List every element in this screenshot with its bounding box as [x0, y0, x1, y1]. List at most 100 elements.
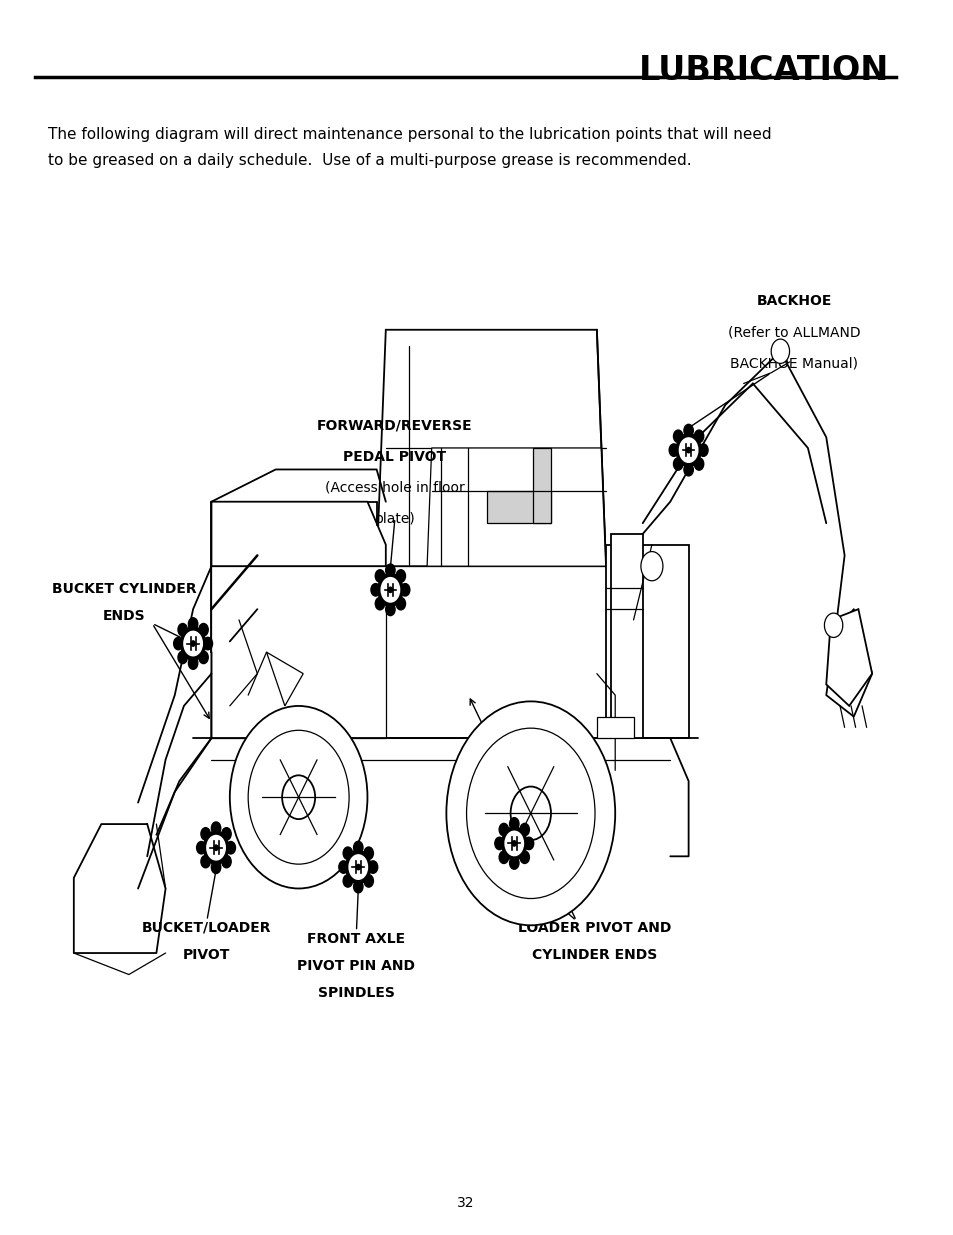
Polygon shape: [605, 545, 688, 739]
Circle shape: [371, 584, 380, 597]
Circle shape: [519, 824, 529, 836]
Polygon shape: [212, 566, 633, 739]
Circle shape: [198, 651, 208, 663]
Circle shape: [213, 845, 218, 851]
Circle shape: [683, 463, 693, 475]
Circle shape: [694, 430, 703, 442]
Circle shape: [510, 787, 551, 840]
Polygon shape: [212, 501, 376, 652]
Circle shape: [683, 425, 693, 437]
Circle shape: [524, 837, 533, 850]
Circle shape: [180, 627, 206, 661]
Polygon shape: [376, 330, 605, 566]
Circle shape: [364, 874, 373, 887]
Polygon shape: [212, 566, 385, 739]
Circle shape: [512, 841, 516, 846]
Circle shape: [673, 430, 682, 442]
Circle shape: [178, 624, 187, 636]
Circle shape: [230, 706, 367, 888]
Circle shape: [676, 433, 700, 467]
Circle shape: [364, 847, 373, 860]
Polygon shape: [266, 652, 303, 706]
Text: ENDS: ENDS: [103, 609, 146, 624]
Circle shape: [509, 818, 518, 830]
Circle shape: [686, 447, 690, 453]
Circle shape: [248, 730, 349, 864]
Text: plate): plate): [375, 511, 415, 526]
Circle shape: [395, 569, 405, 582]
Text: FRONT AXLE: FRONT AXLE: [307, 931, 405, 946]
Circle shape: [178, 651, 187, 663]
Circle shape: [395, 598, 405, 610]
Polygon shape: [532, 448, 551, 524]
Circle shape: [509, 857, 518, 869]
Circle shape: [498, 824, 508, 836]
Text: BUCKET/LOADER: BUCKET/LOADER: [142, 921, 272, 935]
Circle shape: [191, 641, 195, 646]
Text: FORWARD/REVERSE: FORWARD/REVERSE: [316, 419, 473, 433]
Circle shape: [355, 864, 360, 869]
Circle shape: [640, 552, 662, 580]
Circle shape: [375, 598, 384, 610]
Text: PEDAL PIVOT: PEDAL PIVOT: [343, 450, 446, 464]
Polygon shape: [427, 448, 605, 566]
Circle shape: [375, 569, 384, 582]
Text: BACKHOE: BACKHOE: [756, 294, 831, 309]
Circle shape: [501, 826, 526, 860]
Circle shape: [385, 603, 395, 615]
Text: The following diagram will direct maintenance personal to the lubrication points: The following diagram will direct mainte…: [49, 127, 771, 142]
Circle shape: [694, 458, 703, 471]
Text: SPINDLES: SPINDLES: [317, 986, 395, 1000]
Circle shape: [466, 729, 595, 899]
Text: BUCKET CYLINDER: BUCKET CYLINDER: [51, 582, 196, 597]
Circle shape: [354, 841, 362, 853]
Circle shape: [343, 847, 353, 860]
Circle shape: [203, 637, 213, 650]
Circle shape: [381, 578, 399, 601]
Text: BACKHOE Manual): BACKHOE Manual): [729, 356, 858, 370]
Circle shape: [203, 831, 229, 864]
Circle shape: [377, 573, 402, 606]
Circle shape: [446, 701, 615, 925]
Polygon shape: [212, 501, 385, 566]
Circle shape: [221, 856, 231, 868]
Text: (Access hole in floor: (Access hole in floor: [325, 480, 464, 495]
Circle shape: [354, 881, 362, 893]
Text: CYLINDER ENDS: CYLINDER ENDS: [532, 948, 657, 962]
Text: 32: 32: [456, 1195, 474, 1210]
Circle shape: [184, 631, 202, 656]
Circle shape: [668, 443, 678, 457]
Circle shape: [345, 851, 371, 884]
Circle shape: [368, 861, 377, 873]
Circle shape: [698, 443, 707, 457]
Circle shape: [400, 584, 410, 597]
Circle shape: [212, 823, 220, 835]
Circle shape: [207, 836, 225, 860]
Polygon shape: [486, 492, 551, 524]
Circle shape: [188, 618, 197, 630]
Polygon shape: [610, 534, 642, 739]
Circle shape: [196, 841, 206, 853]
Circle shape: [198, 624, 208, 636]
Polygon shape: [825, 609, 871, 706]
Circle shape: [282, 776, 314, 819]
Text: LOADER PIVOT AND: LOADER PIVOT AND: [517, 921, 671, 935]
Text: to be greased on a daily schedule.  Use of a multi-purpose grease is recommended: to be greased on a daily schedule. Use o…: [49, 153, 691, 168]
Circle shape: [201, 827, 210, 840]
Circle shape: [349, 855, 367, 879]
Circle shape: [173, 637, 183, 650]
Circle shape: [823, 613, 841, 637]
Text: PIVOT PIN AND: PIVOT PIN AND: [297, 958, 415, 973]
Circle shape: [201, 856, 210, 868]
Circle shape: [519, 851, 529, 863]
Circle shape: [226, 841, 235, 853]
Circle shape: [679, 438, 697, 462]
Circle shape: [498, 851, 508, 863]
Circle shape: [221, 827, 231, 840]
Text: LUBRICATION: LUBRICATION: [639, 54, 888, 88]
Circle shape: [495, 837, 504, 850]
Circle shape: [388, 587, 392, 593]
Circle shape: [504, 831, 523, 856]
Circle shape: [212, 861, 220, 873]
Circle shape: [673, 458, 682, 471]
